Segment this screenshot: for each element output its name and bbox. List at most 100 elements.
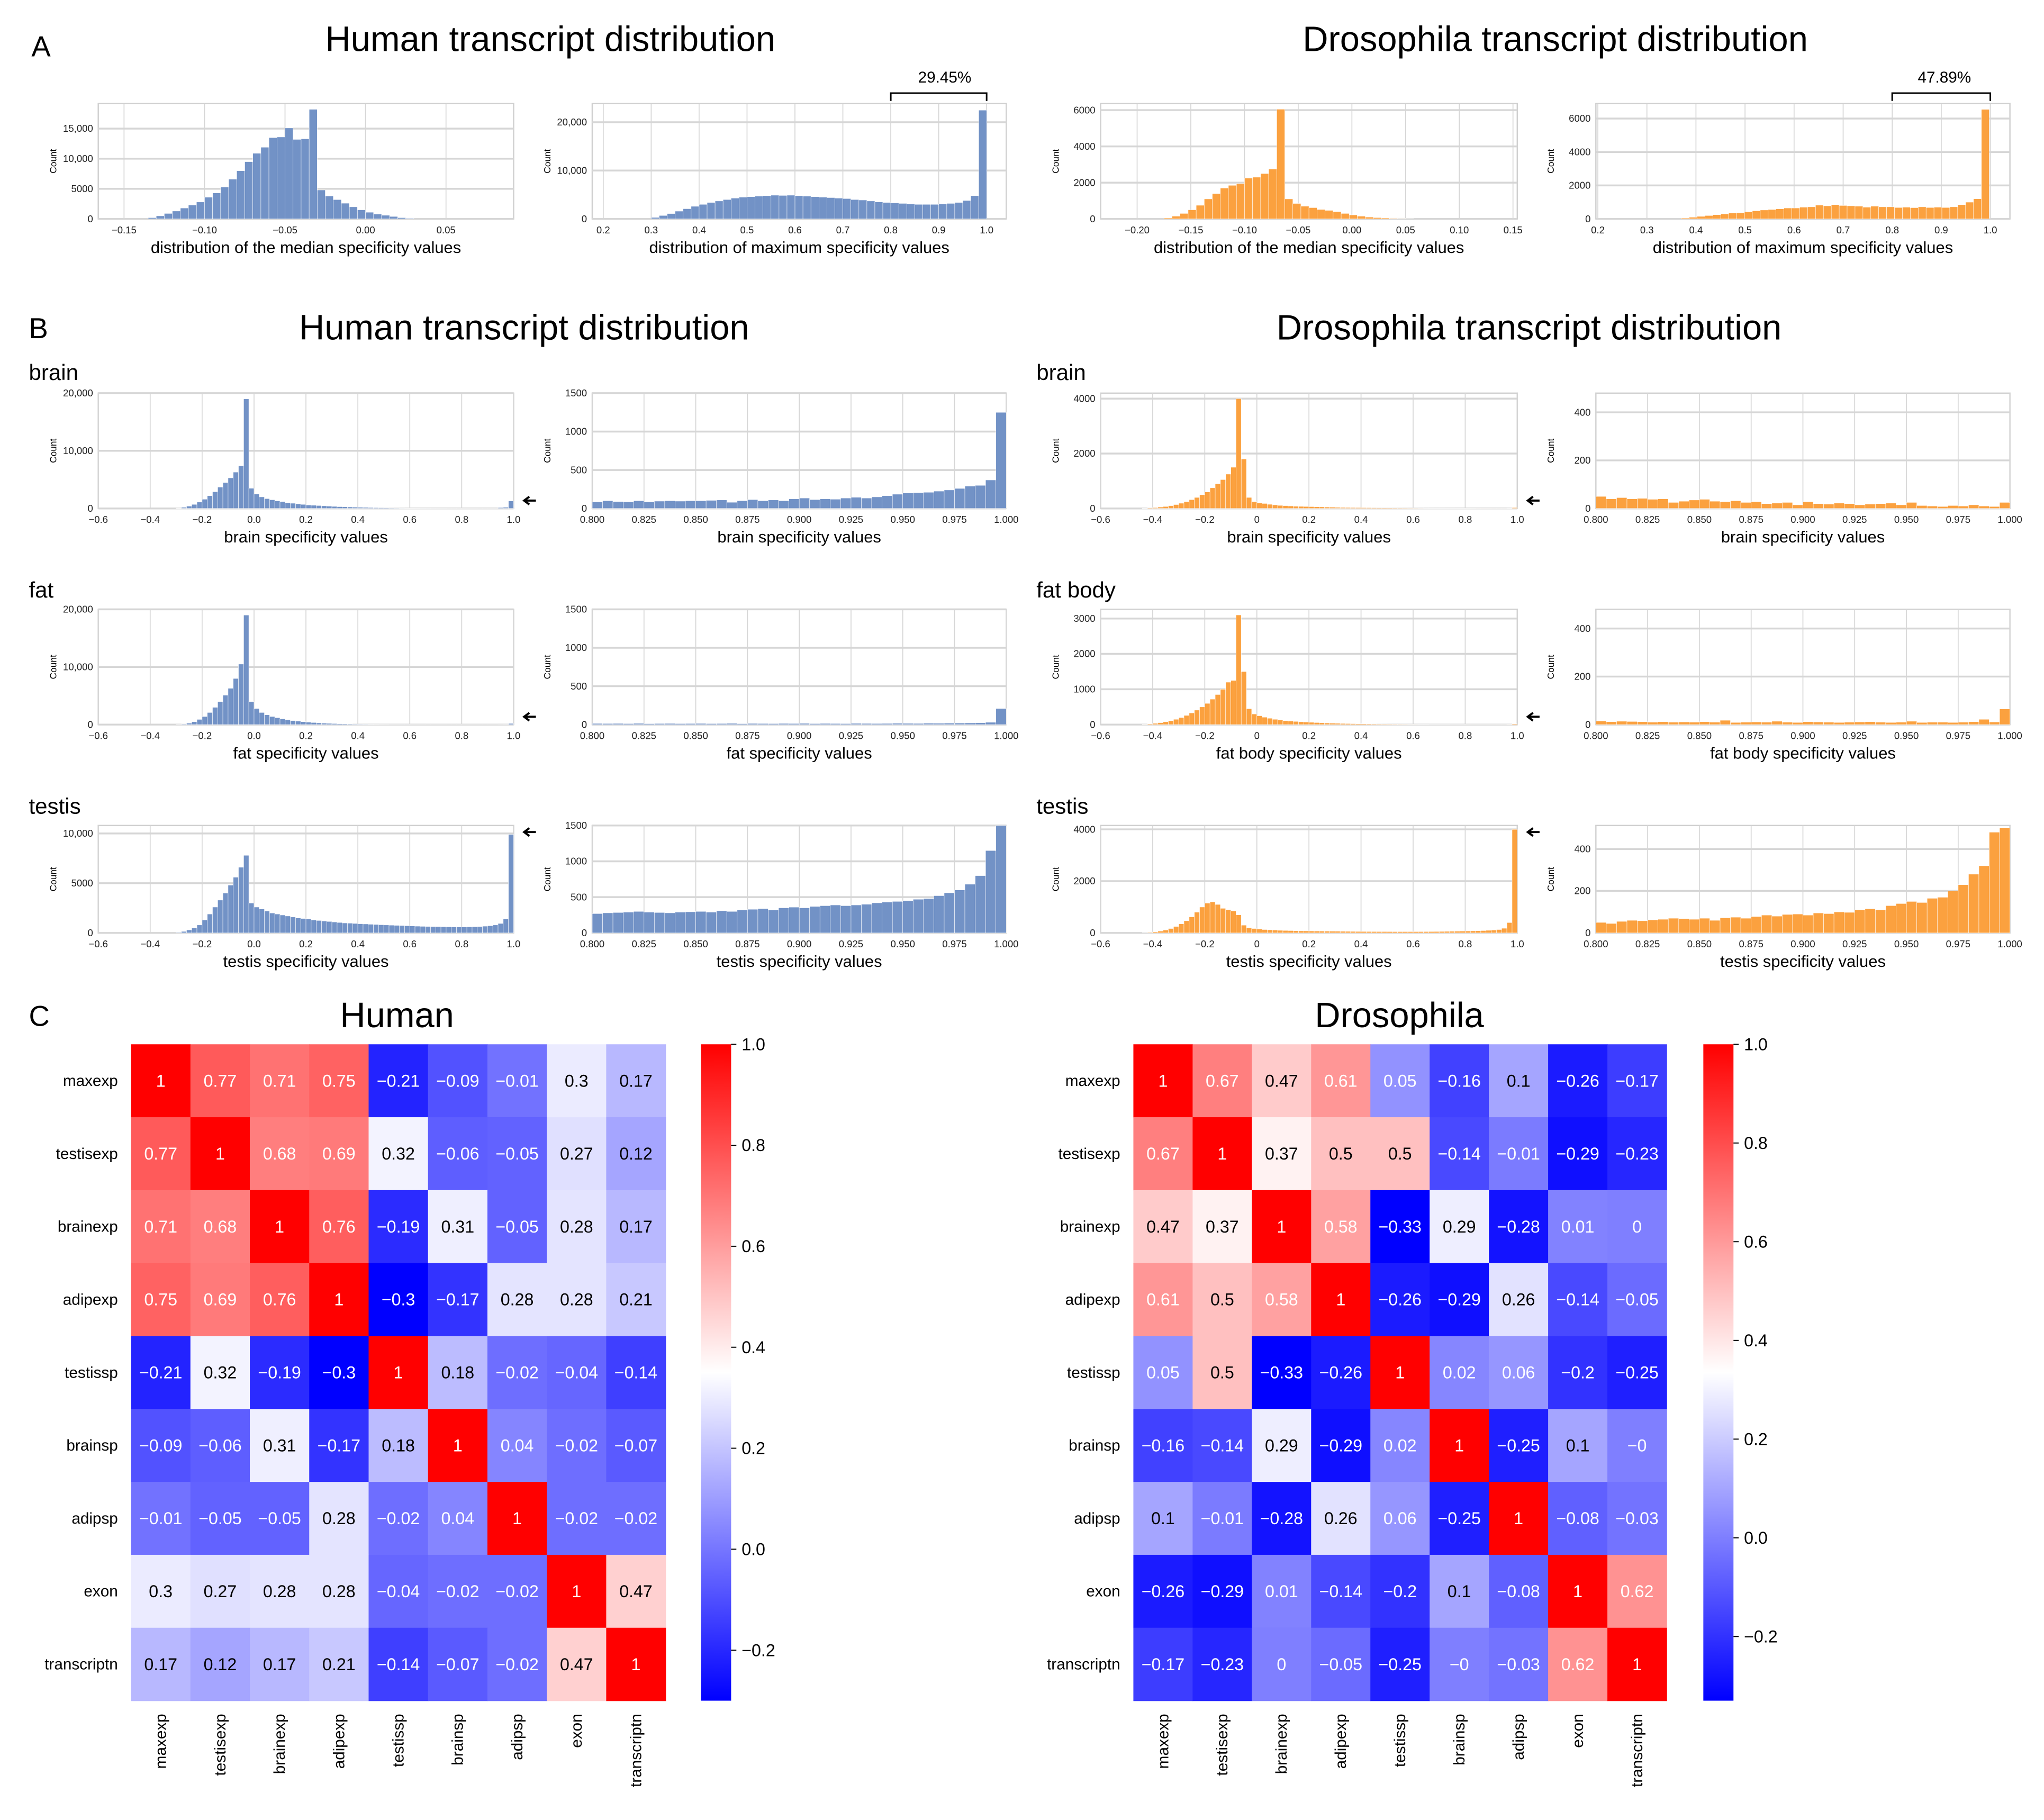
histogram-bar	[1512, 507, 1518, 509]
y-tick-label: 0	[1585, 503, 1590, 514]
heatmap-cell	[309, 1263, 369, 1337]
heatmap-annotation: −0.05	[1319, 1655, 1362, 1674]
x-tick-label: 0.00	[1342, 224, 1361, 236]
histogram-bar	[248, 488, 255, 509]
y-tick-label: 200	[1574, 455, 1590, 466]
y-tick-label: 0	[87, 927, 93, 938]
histogram-bar	[799, 497, 810, 509]
histogram-bar	[633, 723, 645, 725]
x-tick-label: −0.6	[1091, 938, 1110, 949]
heatmap-cell	[1370, 1482, 1430, 1555]
histogram-bar	[1885, 722, 1896, 725]
heatmap-annotation: 0.21	[619, 1290, 653, 1309]
histogram-bar	[861, 723, 872, 725]
histogram-bar	[321, 723, 327, 725]
heatmap-cell	[1370, 1336, 1430, 1410]
heatmap-cell	[606, 1482, 666, 1555]
heatmap-annotation: −0.26	[1142, 1582, 1184, 1601]
histogram-bar	[1689, 919, 1700, 934]
histogram-bar	[254, 708, 260, 725]
heatmap-annotation: 0.61	[1146, 1290, 1180, 1309]
y-tick-label: 5000	[71, 183, 93, 194]
histogram-bar	[716, 910, 727, 934]
heatmap-cell	[131, 1117, 191, 1191]
histogram-bar	[654, 501, 665, 509]
heatmap-cell	[190, 1409, 250, 1482]
histogram-bar	[1418, 931, 1424, 934]
x-tick-label: 0.9	[1934, 224, 1948, 236]
histogram-bar	[212, 193, 221, 219]
histogram-bar	[768, 500, 779, 509]
heatmap-cell	[1311, 1263, 1371, 1337]
x-tick-label: −0.05	[273, 224, 297, 236]
histogram-bar	[789, 499, 800, 509]
histogram-bar	[1978, 719, 1989, 725]
histogram-bar	[212, 907, 218, 934]
y-tick-label: 0	[582, 213, 587, 224]
heatmap-cell	[487, 1117, 547, 1191]
histogram-bar	[1896, 903, 1907, 934]
histogram-bar	[1246, 497, 1252, 509]
plot-frame	[1100, 103, 1518, 220]
histogram-bar	[1681, 218, 1689, 219]
histogram-bar	[425, 926, 431, 934]
heatmap-annotation: 1	[1158, 1071, 1168, 1090]
heatmap-annotation: 0.47	[1146, 1217, 1180, 1236]
histogram-bar	[357, 923, 364, 934]
heatmap-annotation: 0.18	[441, 1363, 475, 1382]
histogram-bar	[1740, 502, 1752, 509]
histogram-bar	[357, 210, 366, 219]
histogram-bar	[1335, 507, 1341, 509]
histogram-bar	[404, 508, 410, 509]
x-tick-label: −0.2	[1195, 514, 1215, 525]
heatmap-cell	[1252, 1336, 1312, 1410]
histogram-bar	[1720, 720, 1731, 725]
histogram-bar	[1989, 832, 2000, 934]
histogram-bar	[934, 723, 945, 725]
histogram-bar	[1340, 931, 1346, 934]
histogram-bar	[664, 723, 675, 725]
histogram-bar	[1183, 920, 1190, 934]
heatmap-annotation: −0.05	[495, 1144, 538, 1163]
histogram-bar	[1720, 213, 1729, 219]
colorbar	[701, 1044, 731, 1701]
histogram-bar	[1381, 723, 1388, 725]
y-tick-label: 2000	[1073, 648, 1095, 659]
heatmap-annotation: 1	[512, 1509, 522, 1528]
heatmap-annotation: −0.33	[1379, 1217, 1422, 1236]
histogram-bar	[685, 911, 696, 934]
histogram-bar	[383, 508, 390, 509]
histogram-bar	[1616, 497, 1627, 509]
x-tick-label: 0.2	[299, 730, 313, 741]
y-tick-label: 1500	[565, 604, 587, 615]
heatmap-cell	[309, 1044, 369, 1118]
y-axis-label: Count	[48, 149, 58, 173]
x-tick-label: 0.875	[735, 730, 759, 741]
heatmap-cell	[1192, 1409, 1253, 1482]
histogram-bar	[1752, 211, 1761, 219]
histogram-bar	[1957, 204, 1966, 219]
histogram-bar	[1357, 216, 1365, 219]
histogram-bar	[331, 723, 338, 725]
histogram-bar	[1771, 916, 1783, 934]
histogram-bar	[1689, 217, 1697, 219]
heatmap-annotation: −0.01	[495, 1071, 538, 1090]
histogram-bar	[388, 508, 395, 509]
histogram-bar	[503, 507, 509, 509]
heatmap-annotation: −0.02	[614, 1509, 657, 1528]
x-tick-label: 0.975	[1946, 938, 1970, 949]
histogram-bar	[1689, 500, 1700, 509]
histogram-bar	[747, 499, 758, 509]
histogram-bar	[1288, 721, 1294, 725]
x-tick-label: 0.7	[836, 224, 850, 236]
x-tick-label: 1.000	[1997, 730, 2022, 741]
y-tick-label: 0	[1585, 213, 1590, 224]
histogram-bar	[737, 723, 748, 725]
histogram-bar	[768, 910, 779, 934]
histogram-bar	[1678, 501, 1689, 509]
x-tick-label: 1.0	[1511, 938, 1524, 949]
x-axis-label: fat body specificity values	[1710, 744, 1896, 763]
heatmap-annotation: 0.18	[382, 1436, 415, 1455]
histogram-bar	[1199, 494, 1205, 509]
heatmap-annotation: −0.16	[1437, 1071, 1480, 1090]
